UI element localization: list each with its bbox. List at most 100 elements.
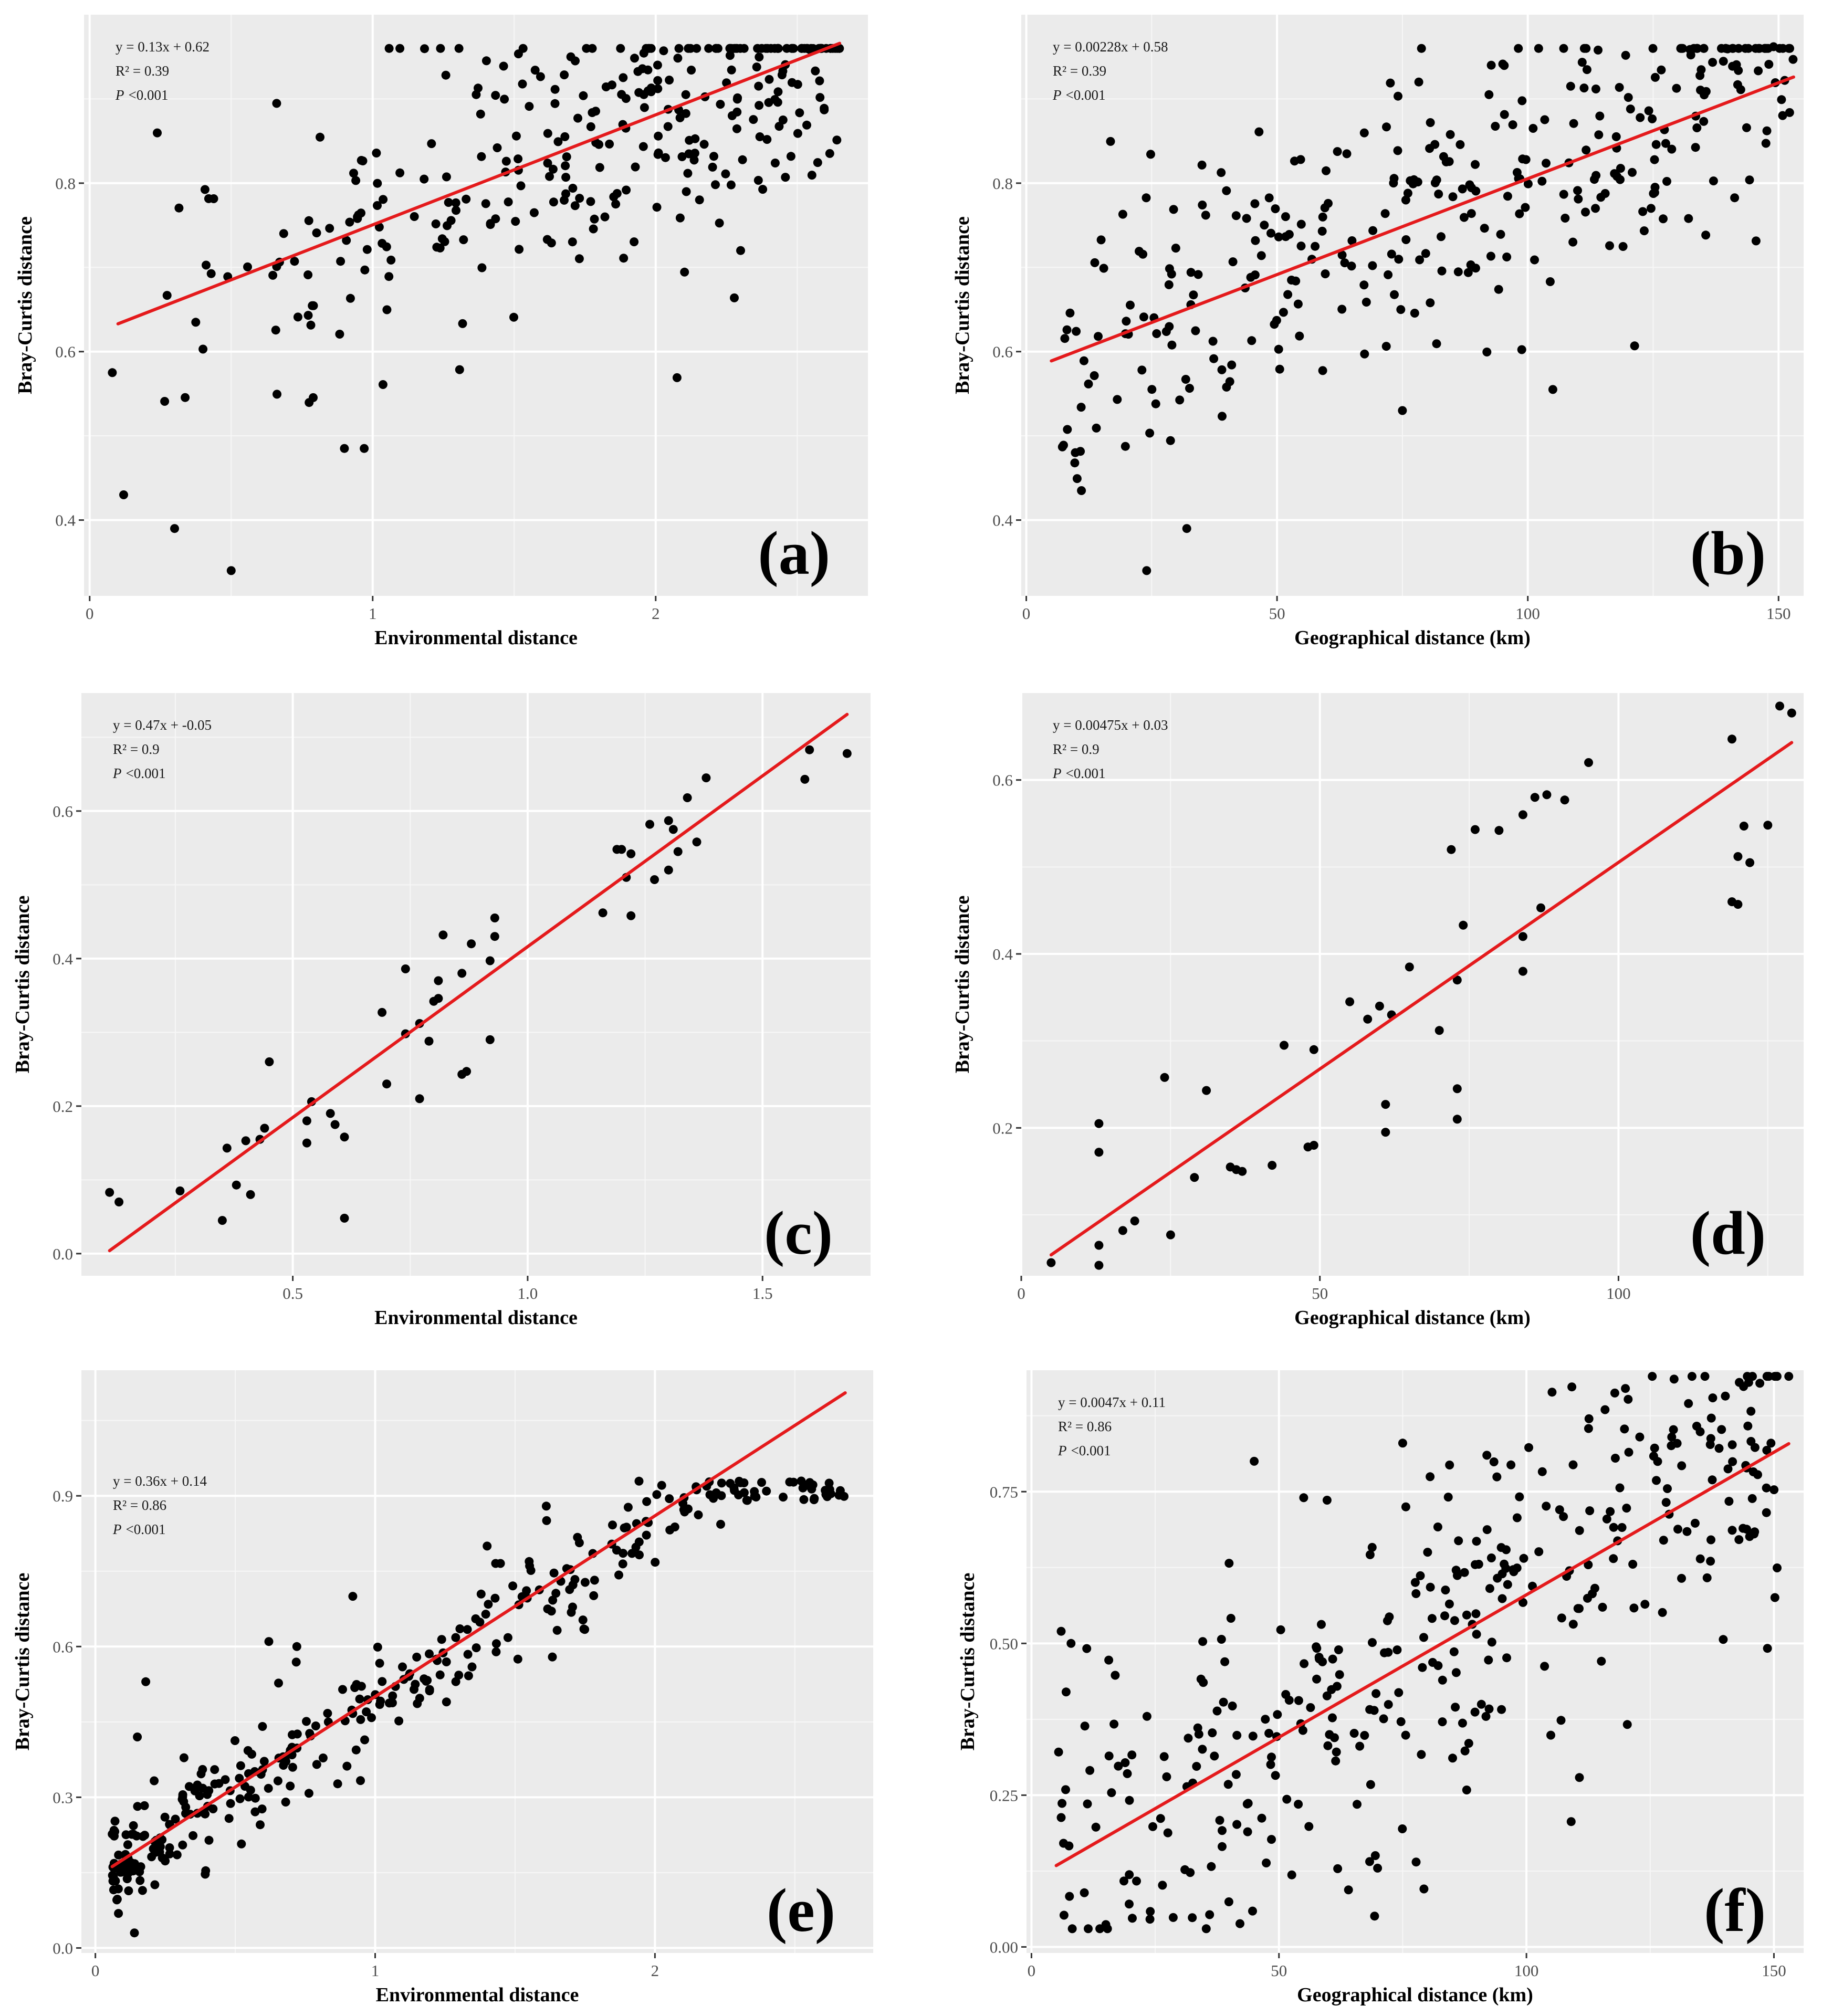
data-point (264, 1783, 273, 1793)
data-point (210, 1779, 219, 1789)
data-point (1370, 1851, 1380, 1860)
data-point (356, 1715, 365, 1724)
data-point (160, 397, 170, 406)
data-point (170, 524, 179, 533)
data-point (1484, 90, 1494, 99)
data-point (431, 219, 441, 228)
data-point (1594, 130, 1604, 140)
x-tick-label: 100 (1514, 1961, 1539, 1980)
data-point (840, 1492, 849, 1501)
data-point (1624, 93, 1633, 102)
data-point (1411, 1857, 1421, 1867)
data-point (635, 1550, 644, 1560)
data-point (509, 312, 518, 322)
data-point (236, 1761, 245, 1770)
data-point (1762, 1508, 1771, 1517)
data-point (1460, 1568, 1469, 1577)
data-point (1318, 366, 1327, 375)
data-point (665, 1494, 674, 1504)
x-tick-label: 1.5 (752, 1284, 773, 1303)
plot-background (1021, 15, 1804, 596)
data-point (810, 1494, 819, 1503)
data-point (1274, 232, 1283, 242)
data-point (288, 1762, 297, 1772)
data-point (481, 199, 490, 208)
data-point (1764, 60, 1774, 69)
data-point (1207, 1862, 1216, 1871)
data-point (1107, 1788, 1116, 1798)
data-point (395, 44, 405, 53)
data-point (1250, 1456, 1259, 1466)
data-point (1440, 1611, 1449, 1621)
data-point (1489, 1457, 1499, 1466)
regression-line (1050, 75, 1795, 363)
data-point (551, 1589, 561, 1598)
data-point (455, 1624, 465, 1633)
data-point (1598, 1602, 1607, 1612)
data-point (1662, 177, 1671, 186)
data-point (545, 172, 554, 181)
data-point (338, 1685, 347, 1694)
data-point (1644, 106, 1653, 116)
data-point (1600, 1405, 1610, 1414)
data-point (1257, 1813, 1266, 1823)
data-point (570, 201, 580, 211)
data-point (462, 194, 471, 204)
data-point (1298, 1726, 1307, 1735)
data-point (198, 344, 208, 354)
data-point (1433, 1661, 1443, 1671)
data-point (561, 161, 570, 171)
y-tick-label: 0.9 (53, 1487, 73, 1505)
data-point (1534, 1547, 1544, 1557)
data-point (1193, 1723, 1202, 1732)
data-point (758, 185, 768, 194)
data-point (687, 66, 696, 75)
data-point (467, 1662, 477, 1672)
data-point (1745, 858, 1755, 867)
data-point (1322, 1691, 1332, 1700)
data-point (434, 994, 443, 1003)
data-point (1773, 1563, 1782, 1572)
data-point (1546, 1730, 1555, 1740)
data-point (491, 214, 500, 224)
data-point (246, 1190, 255, 1199)
data-point (436, 44, 445, 53)
data-point (1090, 258, 1100, 267)
data-point (1304, 1822, 1314, 1831)
data-point (312, 1760, 321, 1769)
data-point (1615, 1483, 1625, 1493)
p-symbol: P (112, 1521, 122, 1537)
data-point (1626, 104, 1635, 114)
data-point (1274, 344, 1283, 354)
data-point (665, 76, 674, 85)
data-point (1421, 249, 1430, 258)
data-point (1745, 175, 1754, 185)
data-point (623, 1503, 633, 1512)
data-point (1702, 1573, 1712, 1582)
p-value-text: P <0.001 (1052, 765, 1105, 781)
data-point (333, 1779, 342, 1789)
data-point (491, 1639, 501, 1648)
data-point (1148, 1822, 1157, 1831)
data-point (1650, 155, 1659, 164)
data-points (108, 1476, 849, 1938)
data-point (477, 263, 487, 272)
data-point (1430, 178, 1440, 187)
data-point (1080, 1721, 1090, 1731)
data-point (1447, 845, 1456, 854)
data-point (1095, 1924, 1105, 1934)
data-point (121, 1830, 131, 1840)
data-point (1217, 168, 1226, 177)
data-point (481, 56, 491, 66)
data-point (1444, 157, 1454, 166)
data-point (683, 793, 692, 802)
data-point (1360, 1731, 1369, 1740)
data-point (1591, 85, 1600, 93)
data-point (807, 171, 816, 180)
data-point (1734, 1535, 1744, 1545)
data-point (580, 1578, 590, 1587)
p-value-text: P <0.001 (115, 87, 168, 103)
data-point (1692, 123, 1702, 132)
data-point (1448, 1754, 1457, 1763)
data-point (807, 44, 816, 53)
